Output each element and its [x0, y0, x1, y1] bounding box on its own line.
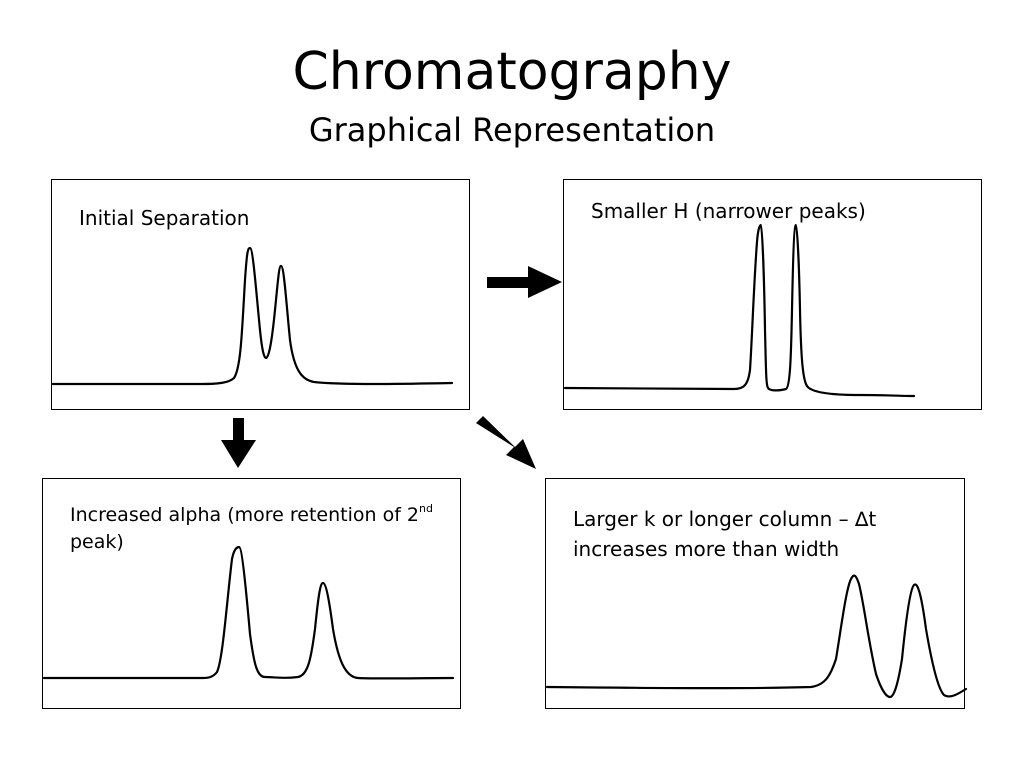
panel-increased-alpha: Increased alpha (more retention of 2nd p… [42, 478, 461, 709]
panel-label-line2: increases more than width [573, 537, 840, 561]
arrow-diagonal-icon [476, 416, 536, 469]
panel-smaller-h: Smaller H (narrower peaks) [563, 179, 982, 410]
chromatogram-curve [545, 574, 968, 699]
panel-label: Initial Separation [79, 206, 250, 230]
panel-initial-separation: Initial Separation [51, 179, 470, 410]
chromatogram-curve [51, 246, 454, 386]
panel-label-line1: Larger k or longer column – ∆t [573, 507, 877, 531]
slide-subtitle: Graphical Representation [308, 111, 716, 149]
chromatogram-curve [42, 545, 455, 680]
slide-title: Chromatography [292, 42, 732, 102]
panel-label: Smaller H (narrower peaks) [591, 199, 866, 223]
superscript: nd [419, 502, 433, 515]
panel-label: Increased alpha (more retention of 2nd p… [70, 502, 433, 553]
chromatogram-curve [563, 223, 916, 398]
panel-larger-k: Larger k or longer column – ∆t increases… [545, 478, 968, 709]
arrow-down-icon [221, 418, 256, 468]
arrow-right-icon [487, 266, 562, 298]
